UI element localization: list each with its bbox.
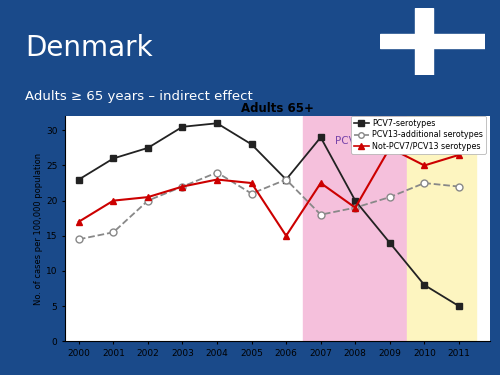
Text: Denmark: Denmark [25, 34, 152, 62]
Y-axis label: No. of cases per 100,000 population: No. of cases per 100,000 population [34, 153, 43, 305]
Bar [414, 8, 432, 75]
Text: Adults ≥ 65 years – indirect effect: Adults ≥ 65 years – indirect effect [25, 90, 253, 103]
Bar [380, 34, 485, 48]
Title: Adults 65+: Adults 65+ [241, 102, 314, 115]
Bar [304, 116, 407, 341]
Text: PCV7: PCV7 [334, 136, 362, 146]
Legend: PCV7-serotypes, PCV13-additional serotypes, Not-PCV7/PCV13 serotypes: PCV7-serotypes, PCV13-additional serotyp… [351, 116, 486, 154]
Bar [407, 116, 476, 341]
Text: PCV13: PCV13 [424, 136, 458, 146]
